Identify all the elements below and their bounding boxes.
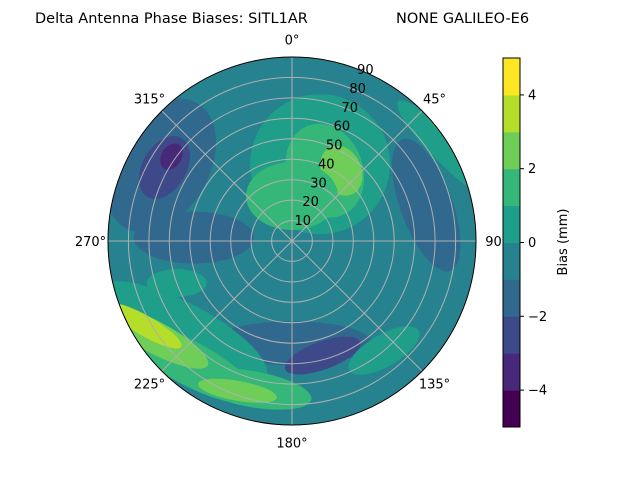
- colorbar-segment-0: [503, 390, 520, 428]
- angle-tick-label-225: 225°: [134, 378, 165, 393]
- radial-tick-label-20: 20: [302, 195, 319, 210]
- field-contour-6: [392, 138, 461, 272]
- colorbar-segment-5: [503, 205, 520, 243]
- field-contour-17: [108, 303, 182, 349]
- angle-tick-label-45: 45°: [423, 93, 446, 108]
- chart-title-left: Delta Antenna Phase Biases: SITL1AR: [35, 11, 308, 27]
- radial-tick-label-80: 80: [349, 82, 366, 97]
- colorbar: −4 −2 0 2 4: [502, 57, 547, 428]
- radial-tick-labels: 10 20 30 40 50 60 70 80 90: [295, 63, 374, 229]
- colorbar-segment-2: [503, 316, 520, 354]
- angle-tick-label-315: 315°: [134, 93, 165, 108]
- angle-gridline-315: [161, 110, 293, 242]
- colorbar-segment-8: [503, 94, 520, 133]
- angle-tick-label-90: 90: [485, 235, 502, 250]
- colorbar-segment-3: [503, 279, 520, 317]
- colorbar-segment-4: [503, 242, 520, 280]
- chart-title-right: NONE GALILEO-E6: [396, 11, 529, 27]
- field-contour-3: [133, 211, 254, 264]
- angle-gridline-45: [291, 110, 423, 242]
- radial-tick-label-60: 60: [334, 120, 351, 135]
- field-contour-5: [284, 336, 361, 375]
- polar-grid: [107, 56, 477, 426]
- radial-tick-label-70: 70: [342, 101, 359, 116]
- angle-tick-label-180: 180°: [276, 437, 307, 452]
- angle-tick-label-0: 0°: [285, 34, 300, 49]
- colorbar-segment-9: [503, 58, 520, 96]
- field-contour-2: [160, 143, 183, 170]
- colorbar-tick-label-0: 0: [528, 236, 536, 251]
- colorbar-tick-label--4: −4: [528, 384, 547, 399]
- colorbar-tick-label--2: −2: [528, 310, 547, 325]
- polar-frame: [107, 56, 477, 426]
- colorbar-label: Bias (mm): [556, 209, 571, 276]
- angle-tick-label-270: 270°: [75, 235, 106, 250]
- colorbar-segment-7: [503, 131, 520, 170]
- colorbar-segment-6: [503, 168, 520, 207]
- radial-tick-label-30: 30: [310, 176, 327, 191]
- colorbar-tick-label-2: 2: [528, 162, 536, 177]
- field-contour-19: [198, 378, 277, 403]
- radial-tick-label-40: 40: [318, 157, 335, 172]
- colorbar-tick-label-4: 4: [528, 88, 536, 103]
- colorbar-segment-1: [503, 353, 520, 391]
- radial-tick-label-50: 50: [326, 139, 343, 154]
- angle-gridline-225: [161, 240, 293, 372]
- radial-tick-label-90: 90: [357, 63, 374, 78]
- angle-gridline-135: [291, 240, 423, 372]
- angle-tick-labels: 0° 45° 90 135° 180° 225° 270° 315°: [75, 34, 502, 452]
- angle-tick-label-135: 135°: [419, 378, 450, 393]
- radial-tick-label-10: 10: [295, 214, 312, 229]
